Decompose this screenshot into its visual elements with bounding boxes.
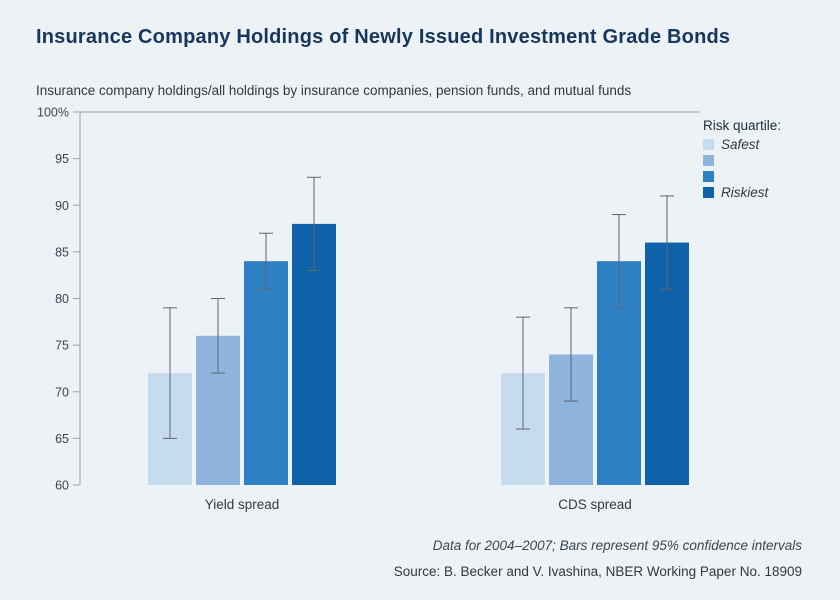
svg-text:60: 60 [55, 479, 69, 493]
svg-text:75: 75 [55, 339, 69, 353]
legend-swatch [703, 139, 714, 150]
legend-label: Safest [721, 136, 760, 152]
svg-text:70: 70 [55, 385, 69, 399]
svg-text:65: 65 [55, 432, 69, 446]
svg-text:CDS spread: CDS spread [558, 497, 632, 512]
legend-label: Riskiest [721, 184, 769, 200]
page-title: Insurance Company Holdings of Newly Issu… [36, 26, 731, 48]
legend: Risk quartile: Safest Riskiest [703, 118, 781, 202]
chart-subtitle: Insurance company holdings/all holdings … [36, 83, 632, 98]
chart-area: 60 65 70 75 80 85 90 95 100% Yield spread CDS spre… [0, 100, 840, 520]
svg-text:80: 80 [55, 292, 69, 306]
svg-text:85: 85 [55, 245, 69, 259]
legend-swatch [703, 187, 714, 198]
source-line: Source: B. Becker and V. Ivashina, NBER … [393, 564, 802, 579]
svg-text:Yield spread: Yield spread [205, 497, 280, 512]
svg-text:90: 90 [55, 199, 69, 213]
chart-note: Data for 2004–2007; Bars represent 95% c… [432, 538, 802, 553]
svg-text:95: 95 [55, 152, 69, 166]
svg-text:100%: 100% [37, 106, 69, 120]
legend-items: Safest Riskiest [703, 138, 781, 199]
legend-swatch [703, 171, 714, 182]
legend-item [703, 170, 781, 183]
legend-swatch [703, 155, 714, 166]
legend-item [703, 154, 781, 167]
legend-title: Risk quartile: [703, 118, 782, 133]
legend-item: Riskiest [703, 186, 781, 199]
bar-chart: 60 65 70 75 80 85 90 95 100% Yield spread CDS spre… [37, 106, 700, 512]
legend-item: Safest [703, 138, 781, 151]
